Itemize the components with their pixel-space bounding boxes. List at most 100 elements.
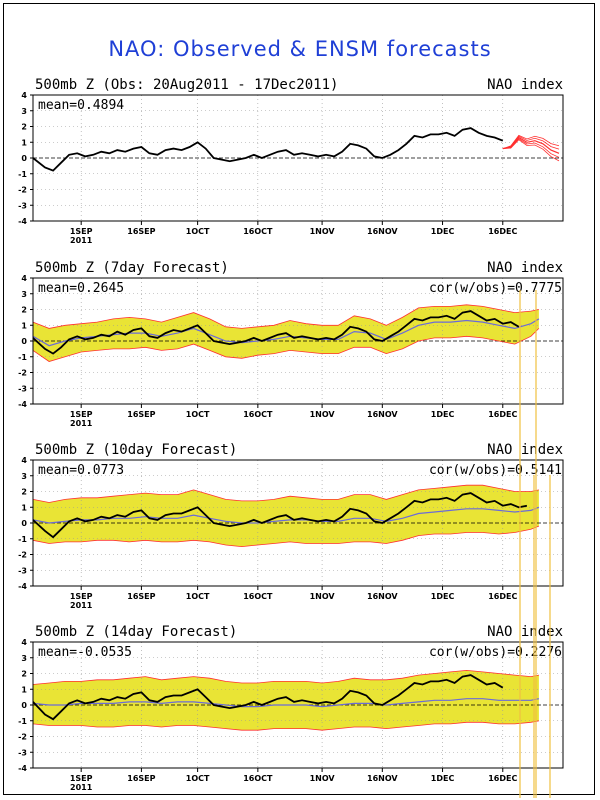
y-tick-label: 1 (21, 503, 27, 512)
x-tick-label: 16DEC (488, 774, 517, 783)
panel-right-label: NAO index (487, 260, 563, 276)
x-tick-label: 16DEC (488, 227, 517, 236)
x-tick-label: 1OCT (186, 410, 210, 419)
y-tick-label: 2 (21, 488, 27, 497)
y-tick-label: -2 (18, 186, 27, 195)
y-tick-label: -2 (18, 551, 27, 560)
y-tick-label: -1 (18, 170, 27, 179)
stat-mean: mean=0.4894 (38, 98, 124, 113)
y-tick-label: 2 (21, 123, 27, 132)
panel-right-label: NAO index (487, 77, 563, 93)
x-tick-label: 16NOV (367, 410, 398, 419)
x-tick-label: 16NOV (367, 774, 398, 783)
y-tick-label: -2 (18, 733, 27, 742)
y-tick-label: 2 (21, 306, 27, 315)
panel-2: 500mb Z (7day Forecast) NAO index -4 -3 -2 -1… (18, 260, 564, 428)
stat-correlation: cor(w/obs)=0.2276 (429, 645, 562, 660)
x-tick-label: 16OCT (243, 227, 273, 236)
lower-bound-line (32, 720, 539, 731)
panel-title: 500mb Z (7day Forecast) (35, 260, 229, 276)
panel-right-label: NAO index (487, 442, 563, 458)
panel-title: 500mb Z (14day Forecast) (35, 624, 237, 640)
y-tick-label: 4 (21, 456, 27, 465)
stat-mean: mean=0.0773 (38, 463, 124, 478)
y-tick-label: -1 (18, 353, 27, 362)
y-tick-label: 2 (21, 670, 27, 679)
ensemble-member-line (502, 139, 560, 162)
x-tick-label: 1SEP (70, 227, 93, 236)
ensemble-mean-line (32, 506, 540, 524)
x-tick-year: 2011 (70, 601, 93, 610)
x-tick-label: 16DEC (488, 592, 517, 601)
x-tick-label: 1OCT (186, 227, 210, 236)
x-tick-label: 16SEP (127, 774, 155, 783)
y-tick-label: 0 (21, 701, 27, 710)
y-tick-label: 1 (21, 321, 27, 330)
upper-bound-line (32, 304, 539, 329)
x-tick-label: 1DEC (431, 592, 455, 601)
x-tick-year: 2011 (70, 783, 93, 792)
observed-line (32, 674, 504, 721)
stat-mean: mean=-0.0535 (38, 645, 132, 660)
y-tick-label: -3 (18, 201, 27, 210)
x-tick-label: 1DEC (431, 227, 455, 236)
observed-line (32, 492, 528, 539)
x-tick-label: 1SEP (70, 410, 93, 419)
stat-correlation: cor(w/obs)=0.7775 (429, 281, 562, 296)
x-tick-label: 1OCT (186, 592, 210, 601)
y-tick-label: 4 (21, 91, 27, 100)
stat-mean: mean=0.2645 (38, 281, 124, 296)
x-tick-label: 16OCT (243, 774, 273, 783)
x-tick-label: 1NOV (310, 410, 336, 419)
panel-1: 500mb Z (Obs: 20Aug2011 - 17Dec2011) NAO … (18, 77, 564, 245)
panel-right-label: NAO index (487, 624, 563, 640)
observed-line (32, 127, 504, 172)
y-tick-label: -3 (18, 566, 27, 575)
x-tick-label: 16NOV (367, 227, 398, 236)
y-tick-label: -2 (18, 369, 27, 378)
panel-title: 500mb Z (10day Forecast) (35, 442, 237, 458)
lower-bound-line (32, 328, 540, 362)
panel-3: 500mb Z (10day Forecast) NAO index -4 -3 -2 -… (18, 442, 564, 610)
x-tick-label: 1SEP (70, 592, 93, 601)
y-tick-label: -1 (18, 717, 27, 726)
y-tick-label: 4 (21, 274, 27, 283)
x-tick-label: 1NOV (310, 774, 336, 783)
x-tick-label: 16OCT (243, 410, 273, 419)
y-tick-label: 3 (21, 107, 27, 116)
y-tick-label: -4 (18, 764, 27, 773)
stat-correlation: cor(w/obs)=0.5141 (429, 463, 562, 478)
x-tick-label: 16SEP (127, 592, 155, 601)
y-tick-label: -3 (18, 384, 27, 393)
x-tick-label: 1OCT (186, 774, 210, 783)
y-tick-label: 0 (21, 337, 27, 346)
y-tick-label: -3 (18, 748, 27, 757)
panel-4: 500mb Z (14day Forecast) NAO index -4 -3 -2 -… (18, 624, 564, 792)
y-tick-label: -4 (18, 582, 27, 591)
lower-bound-line (32, 525, 540, 548)
x-tick-label: 1NOV (310, 227, 336, 236)
y-tick-label: 1 (21, 685, 27, 694)
ensemble-mean-line (32, 698, 540, 708)
x-tick-year: 2011 (70, 236, 93, 245)
figure-frame (3, 3, 595, 795)
y-tick-label: 4 (21, 638, 27, 647)
y-tick-label: 3 (21, 472, 27, 481)
y-tick-label: -1 (18, 535, 27, 544)
y-tick-label: 3 (21, 290, 27, 299)
y-tick-label: 3 (21, 654, 27, 663)
y-tick-label: -4 (18, 400, 27, 409)
y-tick-label: 0 (21, 154, 27, 163)
panel-title: 500mb Z (Obs: 20Aug2011 - 17Dec2011) (35, 77, 338, 93)
page-title: NAO: Observed & ENSM forecasts (108, 37, 492, 61)
x-tick-label: 16DEC (488, 410, 517, 419)
ensemble-member-line (502, 134, 560, 149)
upper-bound-line (32, 669, 539, 685)
ensemble-members-line (502, 136, 560, 154)
x-tick-label: 16NOV (367, 592, 398, 601)
x-tick-label: 16OCT (243, 592, 273, 601)
x-tick-label: 1DEC (431, 774, 455, 783)
y-tick-label: 0 (21, 519, 27, 528)
y-tick-label: 1 (21, 138, 27, 147)
